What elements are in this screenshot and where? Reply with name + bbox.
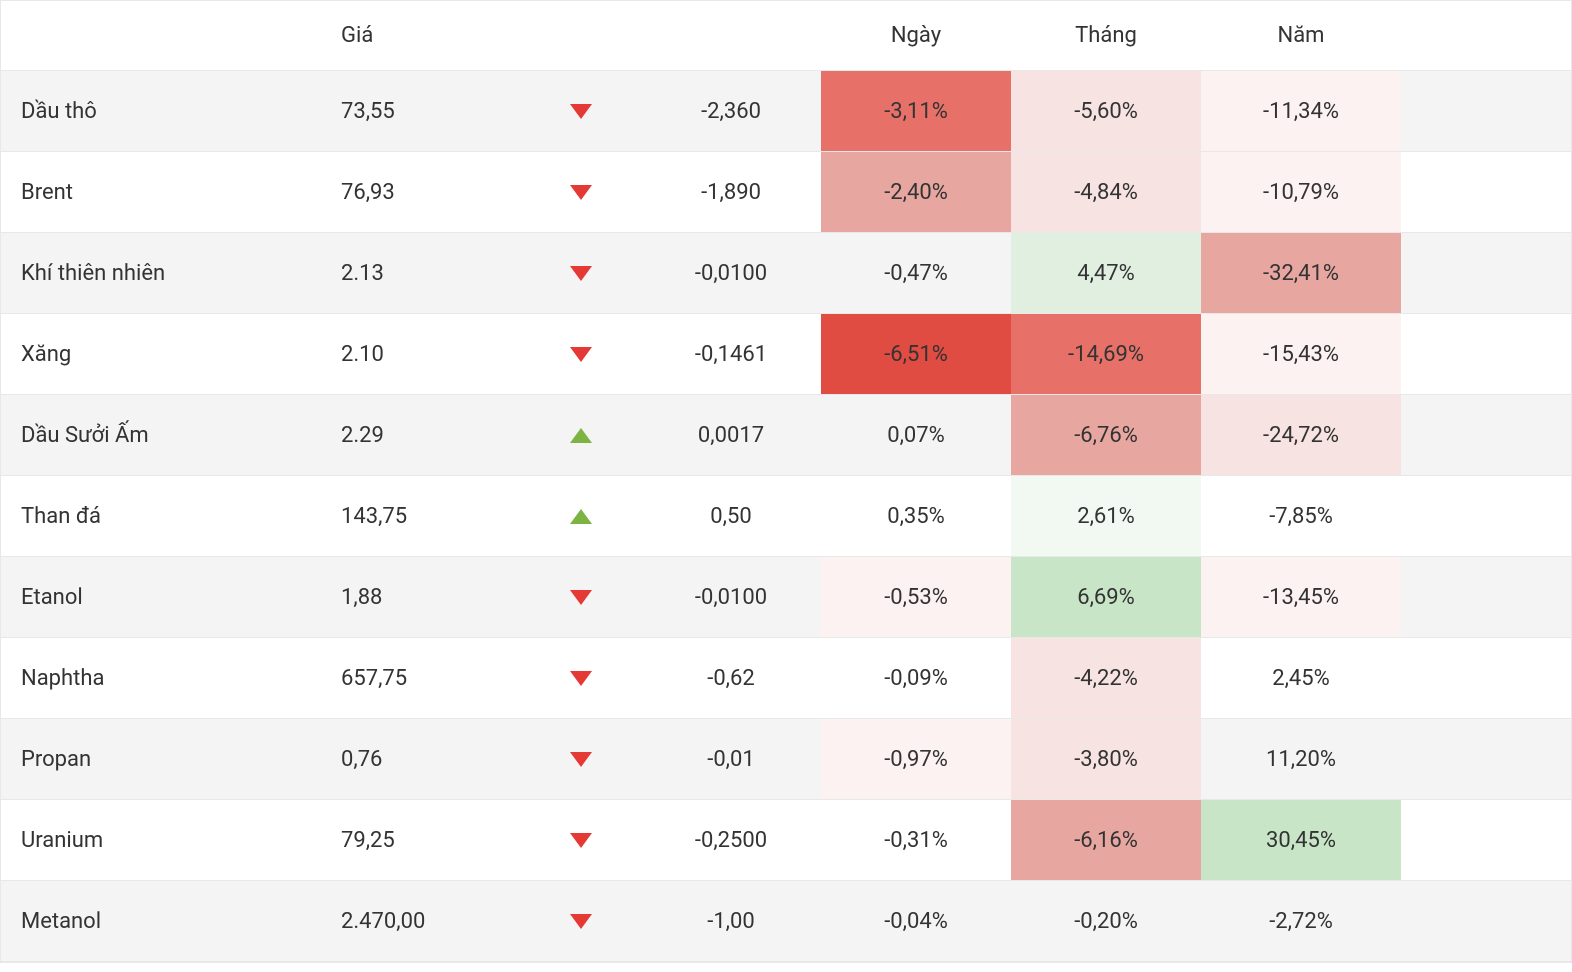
commodity-name[interactable]: Metanol <box>1 881 321 961</box>
trend-up-icon <box>521 476 641 556</box>
year-percent: -2,72% <box>1201 881 1401 961</box>
header-name <box>1 1 321 70</box>
day-percent: -0,04% <box>821 881 1011 961</box>
table-row[interactable]: Khí thiên nhiên2.13 -0,0100-0,47%4,47%-32… <box>1 233 1571 314</box>
header-year: Năm <box>1201 1 1401 70</box>
price-value: 79,25 <box>321 800 521 880</box>
day-percent: -2,40% <box>821 152 1011 232</box>
month-percent: 4,47% <box>1011 233 1201 313</box>
trend-down-icon <box>521 71 641 151</box>
table-row[interactable]: Propan0,76 -0,01-0,97%-3,80%11,20% <box>1 719 1571 800</box>
table-row[interactable]: Dầu Sưởi Ấm2.29 0,00170,07%-6,76%-24,72% <box>1 395 1571 476</box>
day-percent: -0,97% <box>821 719 1011 799</box>
month-percent: 2,61% <box>1011 476 1201 556</box>
commodity-name[interactable]: Propan <box>1 719 321 799</box>
year-percent: -15,43% <box>1201 314 1401 394</box>
day-percent: -3,11% <box>821 71 1011 151</box>
price-value: 2.10 <box>321 314 521 394</box>
price-value: 0,76 <box>321 719 521 799</box>
header-price: Giá <box>321 1 521 70</box>
commodity-name[interactable]: Naphtha <box>1 638 321 718</box>
change-value: -1,00 <box>641 881 821 961</box>
price-value: 143,75 <box>321 476 521 556</box>
table-row[interactable]: Naphtha657,75 -0,62-0,09%-4,22%2,45% <box>1 638 1571 719</box>
change-value: -0,2500 <box>641 800 821 880</box>
month-percent: -3,80% <box>1011 719 1201 799</box>
trend-down-icon <box>521 719 641 799</box>
year-percent: 2,45% <box>1201 638 1401 718</box>
trend-down-icon <box>521 638 641 718</box>
table-row[interactable]: Metanol2.470,00 -1,00-0,04%-0,20%-2,72% <box>1 881 1571 962</box>
table-row[interactable]: Uranium79,25 -0,2500-0,31%-6,16%30,45% <box>1 800 1571 881</box>
commodity-name[interactable]: Brent <box>1 152 321 232</box>
trend-down-icon <box>521 881 641 961</box>
day-percent: 0,35% <box>821 476 1011 556</box>
table-row[interactable]: Than đá143,75 0,500,35%2,61%-7,85% <box>1 476 1571 557</box>
commodity-price-table: Giá Ngày Tháng Năm Dầu thô73,55-2,360-3,… <box>0 0 1572 963</box>
price-value: 73,55 <box>321 71 521 151</box>
month-percent: -4,22% <box>1011 638 1201 718</box>
table-body: Dầu thô73,55-2,360-3,11%-5,60%-11,34%Bre… <box>1 71 1571 962</box>
year-percent: -24,72% <box>1201 395 1401 475</box>
header-month: Tháng <box>1011 1 1201 70</box>
month-percent: -14,69% <box>1011 314 1201 394</box>
trend-down-icon <box>521 152 641 232</box>
trend-down-icon <box>521 314 641 394</box>
commodity-name[interactable]: Dầu Sưởi Ấm <box>1 395 321 475</box>
commodity-name[interactable]: Etanol <box>1 557 321 637</box>
change-value: 0,0017 <box>641 395 821 475</box>
price-value: 76,93 <box>321 152 521 232</box>
change-value: -2,360 <box>641 71 821 151</box>
year-percent: 30,45% <box>1201 800 1401 880</box>
price-value: 2.13 <box>321 233 521 313</box>
commodity-name[interactable]: Khí thiên nhiên <box>1 233 321 313</box>
trend-down-icon <box>521 233 641 313</box>
commodity-name[interactable]: Uranium <box>1 800 321 880</box>
header-day: Ngày <box>821 1 1011 70</box>
month-percent: -4,84% <box>1011 152 1201 232</box>
year-percent: -7,85% <box>1201 476 1401 556</box>
header-arrow <box>521 1 641 70</box>
month-percent: -5,60% <box>1011 71 1201 151</box>
year-percent: -10,79% <box>1201 152 1401 232</box>
commodity-name[interactable]: Than đá <box>1 476 321 556</box>
table-row[interactable]: Dầu thô73,55 -2,360-3,11%-5,60%-11,34% <box>1 71 1571 152</box>
commodity-name[interactable]: Dầu thô <box>1 71 321 151</box>
month-percent: -0,20% <box>1011 881 1201 961</box>
trend-up-icon <box>521 395 641 475</box>
price-value: 1,88 <box>321 557 521 637</box>
header-change <box>641 1 821 70</box>
month-percent: -6,76% <box>1011 395 1201 475</box>
day-percent: -6,51% <box>821 314 1011 394</box>
trend-down-icon <box>521 800 641 880</box>
table-row[interactable]: Xăng2.10 -0,1461-6,51%-14,69%-15,43% <box>1 314 1571 395</box>
year-percent: -13,45% <box>1201 557 1401 637</box>
change-value: -1,890 <box>641 152 821 232</box>
day-percent: -0,47% <box>821 233 1011 313</box>
change-value: -0,0100 <box>641 233 821 313</box>
price-value: 657,75 <box>321 638 521 718</box>
table-header-row: Giá Ngày Tháng Năm <box>1 1 1571 71</box>
change-value: -0,01 <box>641 719 821 799</box>
day-percent: -0,31% <box>821 800 1011 880</box>
price-value: 2.470,00 <box>321 881 521 961</box>
day-percent: -0,53% <box>821 557 1011 637</box>
table-row[interactable]: Etanol1,88 -0,0100-0,53%6,69%-13,45% <box>1 557 1571 638</box>
change-value: -0,1461 <box>641 314 821 394</box>
day-percent: -0,09% <box>821 638 1011 718</box>
change-value: -0,62 <box>641 638 821 718</box>
month-percent: -6,16% <box>1011 800 1201 880</box>
day-percent: 0,07% <box>821 395 1011 475</box>
price-value: 2.29 <box>321 395 521 475</box>
trend-down-icon <box>521 557 641 637</box>
year-percent: -11,34% <box>1201 71 1401 151</box>
year-percent: 11,20% <box>1201 719 1401 799</box>
change-value: 0,50 <box>641 476 821 556</box>
table-row[interactable]: Brent76,93 -1,890-2,40%-4,84%-10,79% <box>1 152 1571 233</box>
commodity-name[interactable]: Xăng <box>1 314 321 394</box>
month-percent: 6,69% <box>1011 557 1201 637</box>
change-value: -0,0100 <box>641 557 821 637</box>
year-percent: -32,41% <box>1201 233 1401 313</box>
